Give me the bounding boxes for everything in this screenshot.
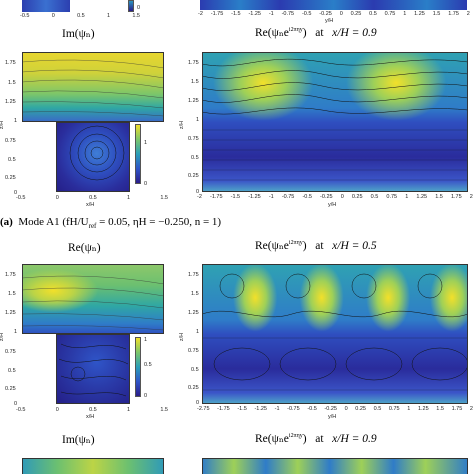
- field-right-3-partial: [202, 458, 468, 474]
- top-x-tick-row: -0.5 0 0.5 1 1.5: [20, 13, 140, 19]
- colorbar-2-tick-1: 1: [144, 337, 148, 343]
- z-tick-r1-125: 1.25: [188, 98, 199, 104]
- z-tick-r2-075: 0.75: [188, 348, 199, 354]
- z-tick-l1-125: 1.25: [5, 99, 16, 105]
- z-tick-l2-1: 1: [14, 329, 18, 335]
- z-tick-l2-05: 0.5: [8, 368, 16, 374]
- streamlines-left-upper-1: [22, 59, 164, 117]
- title-im-psi-1: Im(ψₙ): [62, 28, 95, 40]
- colorbar-2: [135, 337, 141, 397]
- z-tick-l2-0: 0: [14, 401, 18, 407]
- figure-caption-a: (a) Mode A1 (fH/Uref = 0.05, ηH = −0.250…: [0, 216, 222, 231]
- y-label-row-1: y/H: [328, 202, 337, 208]
- title-re-psi-n: Re(ψₙ): [68, 242, 101, 254]
- streamlines-left-lower-1: [69, 125, 125, 181]
- field-left-upper-1: [22, 52, 164, 122]
- top-right-partial-field: [200, 0, 467, 10]
- y-ticks-row-1: -2 -1.75 -1.5 -1.25 -1 -0.75 -0.5 -0.25 0 0.25 0.5…: [197, 194, 473, 200]
- y-label-row-2: y/H: [328, 414, 337, 420]
- z-tick-r2-15: 1.5: [191, 291, 199, 297]
- title-re-psi-x05: Re(ψₙei2πηy) at x/H = 0.5: [255, 240, 377, 252]
- frame-right-2: [202, 264, 468, 404]
- z-tick-r1-15: 1.5: [191, 79, 199, 85]
- colorbar-1-tick-1: 1: [144, 140, 148, 146]
- z-label-r2: z/H: [179, 332, 186, 342]
- z-label-r1: z/H: [179, 120, 186, 130]
- z-tick-l2-175: 1.75: [5, 272, 16, 278]
- z-tick-r2-1: 1: [196, 329, 200, 335]
- z-tick-r1-175: 1.75: [188, 60, 199, 66]
- streamlines-right-2: [202, 273, 468, 391]
- z-tick-r2-05: 0.5: [191, 367, 199, 373]
- field-left-lower-2: [56, 334, 130, 404]
- z-tick-r2-175: 1.75: [188, 272, 199, 278]
- field-right-1: [202, 52, 468, 192]
- z-tick-l2-075: 0.75: [5, 349, 16, 355]
- z-tick-l1-0: 0: [14, 190, 18, 196]
- streamlines-left-lower-2: [58, 343, 129, 397]
- z-tick-r2-025: 0.25: [188, 385, 199, 391]
- frame-left-upper-2: [22, 264, 164, 334]
- y-ticks-row-2: -2.75 -1.75 -1.5 -1.25 -1 -0.75 -0.5 -0.25 0 0.25…: [197, 406, 473, 412]
- colorbar-1-tick-0: 0: [144, 181, 148, 187]
- top-left-partial-field: [22, 0, 70, 12]
- z-tick-r1-075: 0.75: [188, 136, 199, 142]
- colorbar-1: [135, 124, 141, 184]
- z-tick-l1-025: 0.25: [5, 175, 16, 181]
- z-tick-r1-0: 0: [196, 189, 200, 195]
- colorbar-2-tick-05: 0.5: [144, 362, 152, 368]
- field-right-2: [202, 264, 468, 404]
- z-tick-l1-175: 1.75: [5, 60, 16, 66]
- z-tick-l1-15: 1.5: [8, 80, 16, 86]
- frame-right-3-partial: [202, 458, 468, 474]
- z-tick-r2-125: 1.25: [188, 310, 199, 316]
- field-left-lower-1: [56, 122, 130, 192]
- title-re-psi-x09-2: Re(ψₙei2πηy) at x/H = 0.9: [255, 433, 377, 445]
- z-tick-l2-025: 0.25: [5, 386, 16, 392]
- z-tick-r2-0: 0: [196, 400, 200, 406]
- top-y-tick-row: -2 -1.75 -1.5 -1.25 -1 -0.75 -0.5 -0.25 0 0.25 0.5…: [198, 11, 470, 17]
- x-label-row-2: x/H: [86, 414, 95, 420]
- frame-left-lower-2: [56, 334, 130, 404]
- streamlines-left-upper-2: [22, 275, 164, 331]
- top-colorbar-partial: [128, 0, 134, 12]
- x-label-row-1: x/H: [86, 202, 95, 208]
- top-colorbar-tick-0: 0: [137, 5, 141, 11]
- frame-right-1: [202, 52, 468, 192]
- z-tick-r1-05: 0.5: [191, 155, 199, 161]
- z-label-l1: z/H: [0, 120, 6, 130]
- title-im-psi-2: Im(ψₙ): [62, 434, 95, 446]
- z-tick-l1-1: 1: [14, 118, 18, 124]
- frame-left-upper-1: [22, 52, 164, 122]
- colorbar-2-tick-0: 0: [144, 393, 148, 399]
- z-tick-l2-125: 1.25: [5, 310, 16, 316]
- x-ticks-row-2: -0.5 0 0.5 1 1.5: [16, 407, 168, 413]
- z-tick-r1-1: 1: [196, 117, 200, 123]
- x-ticks-row-1: -0.5 0 0.5 1 1.5: [16, 195, 168, 201]
- z-tick-r1-025: 0.25: [188, 173, 199, 179]
- top-y-axis-label: y/H: [325, 18, 334, 24]
- z-tick-l2-15: 1.5: [8, 291, 16, 297]
- field-left-upper-3-partial: [22, 458, 164, 474]
- z-tick-l1-05: 0.5: [8, 157, 16, 163]
- field-left-upper-2: [22, 264, 164, 334]
- streamlines-right-1: [202, 58, 468, 181]
- z-label-l2: z/H: [0, 332, 6, 342]
- frame-left-3-partial: [22, 458, 164, 474]
- z-tick-l1-075: 0.75: [5, 138, 16, 144]
- frame-left-lower-1: [56, 122, 130, 192]
- title-re-psi-x09: Re(ψₙei2πηy) at x/H = 0.9: [255, 27, 377, 39]
